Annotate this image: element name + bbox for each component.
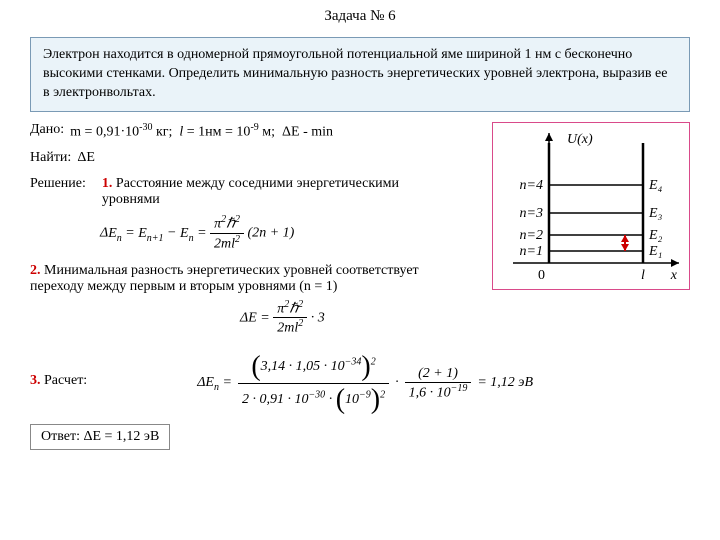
step2-text: Минимальная разность энергетических уров…: [30, 263, 419, 294]
formula-2: ΔE = π2ℏ2 2ml2 · 3: [240, 299, 690, 337]
svg-text:n=1: n=1: [520, 244, 543, 259]
problem-statement: Электрон находится в одномерной прямоуго…: [30, 37, 690, 112]
svg-text:U(x): U(x): [567, 132, 593, 147]
task-title: Задача № 6: [0, 0, 720, 25]
find-text: ΔE: [77, 150, 95, 166]
svg-text:n=4: n=4: [520, 178, 543, 193]
step3-text: Расчет:: [44, 373, 87, 388]
svg-text:n=2: n=2: [520, 228, 543, 243]
step2-number: 2.: [30, 263, 41, 278]
step1-number: 1.: [102, 176, 113, 191]
svg-text:0: 0: [538, 268, 545, 283]
svg-text:n=3: n=3: [520, 206, 543, 221]
solution-label: Решение:: [30, 176, 86, 192]
svg-text:E₃: E₃: [648, 206, 663, 221]
given-text: m = 0,91·10-30 кг; l = 1нм = 10-9 м; ΔE …: [70, 122, 333, 141]
given-label: Дано:: [30, 122, 64, 138]
svg-text:l: l: [641, 268, 645, 283]
step1-text: Расстояние между соседними энергетически…: [102, 176, 399, 207]
svg-text:E₄: E₄: [648, 178, 663, 193]
formula-1: ΔEn = En+1 − En = π2ℏ2 2ml2 (2n + 1): [100, 214, 460, 252]
step3-number: 3.: [30, 373, 41, 388]
answer-box: Ответ: ΔE = 1,12 эВ: [30, 424, 170, 450]
svg-text:x: x: [670, 268, 678, 283]
formula-3: ΔEn = (3,14 · 1,05 · 10−34)2 2 · 0,91 · …: [197, 351, 533, 416]
potential-well-diagram: n=1 E₁ n=2 E₂ n=3 E₃ n=4 E₄ U(x) x 0 l: [492, 122, 690, 290]
svg-text:E₁: E₁: [648, 244, 662, 259]
svg-text:E₂: E₂: [648, 228, 663, 243]
find-label: Найти:: [30, 150, 71, 166]
